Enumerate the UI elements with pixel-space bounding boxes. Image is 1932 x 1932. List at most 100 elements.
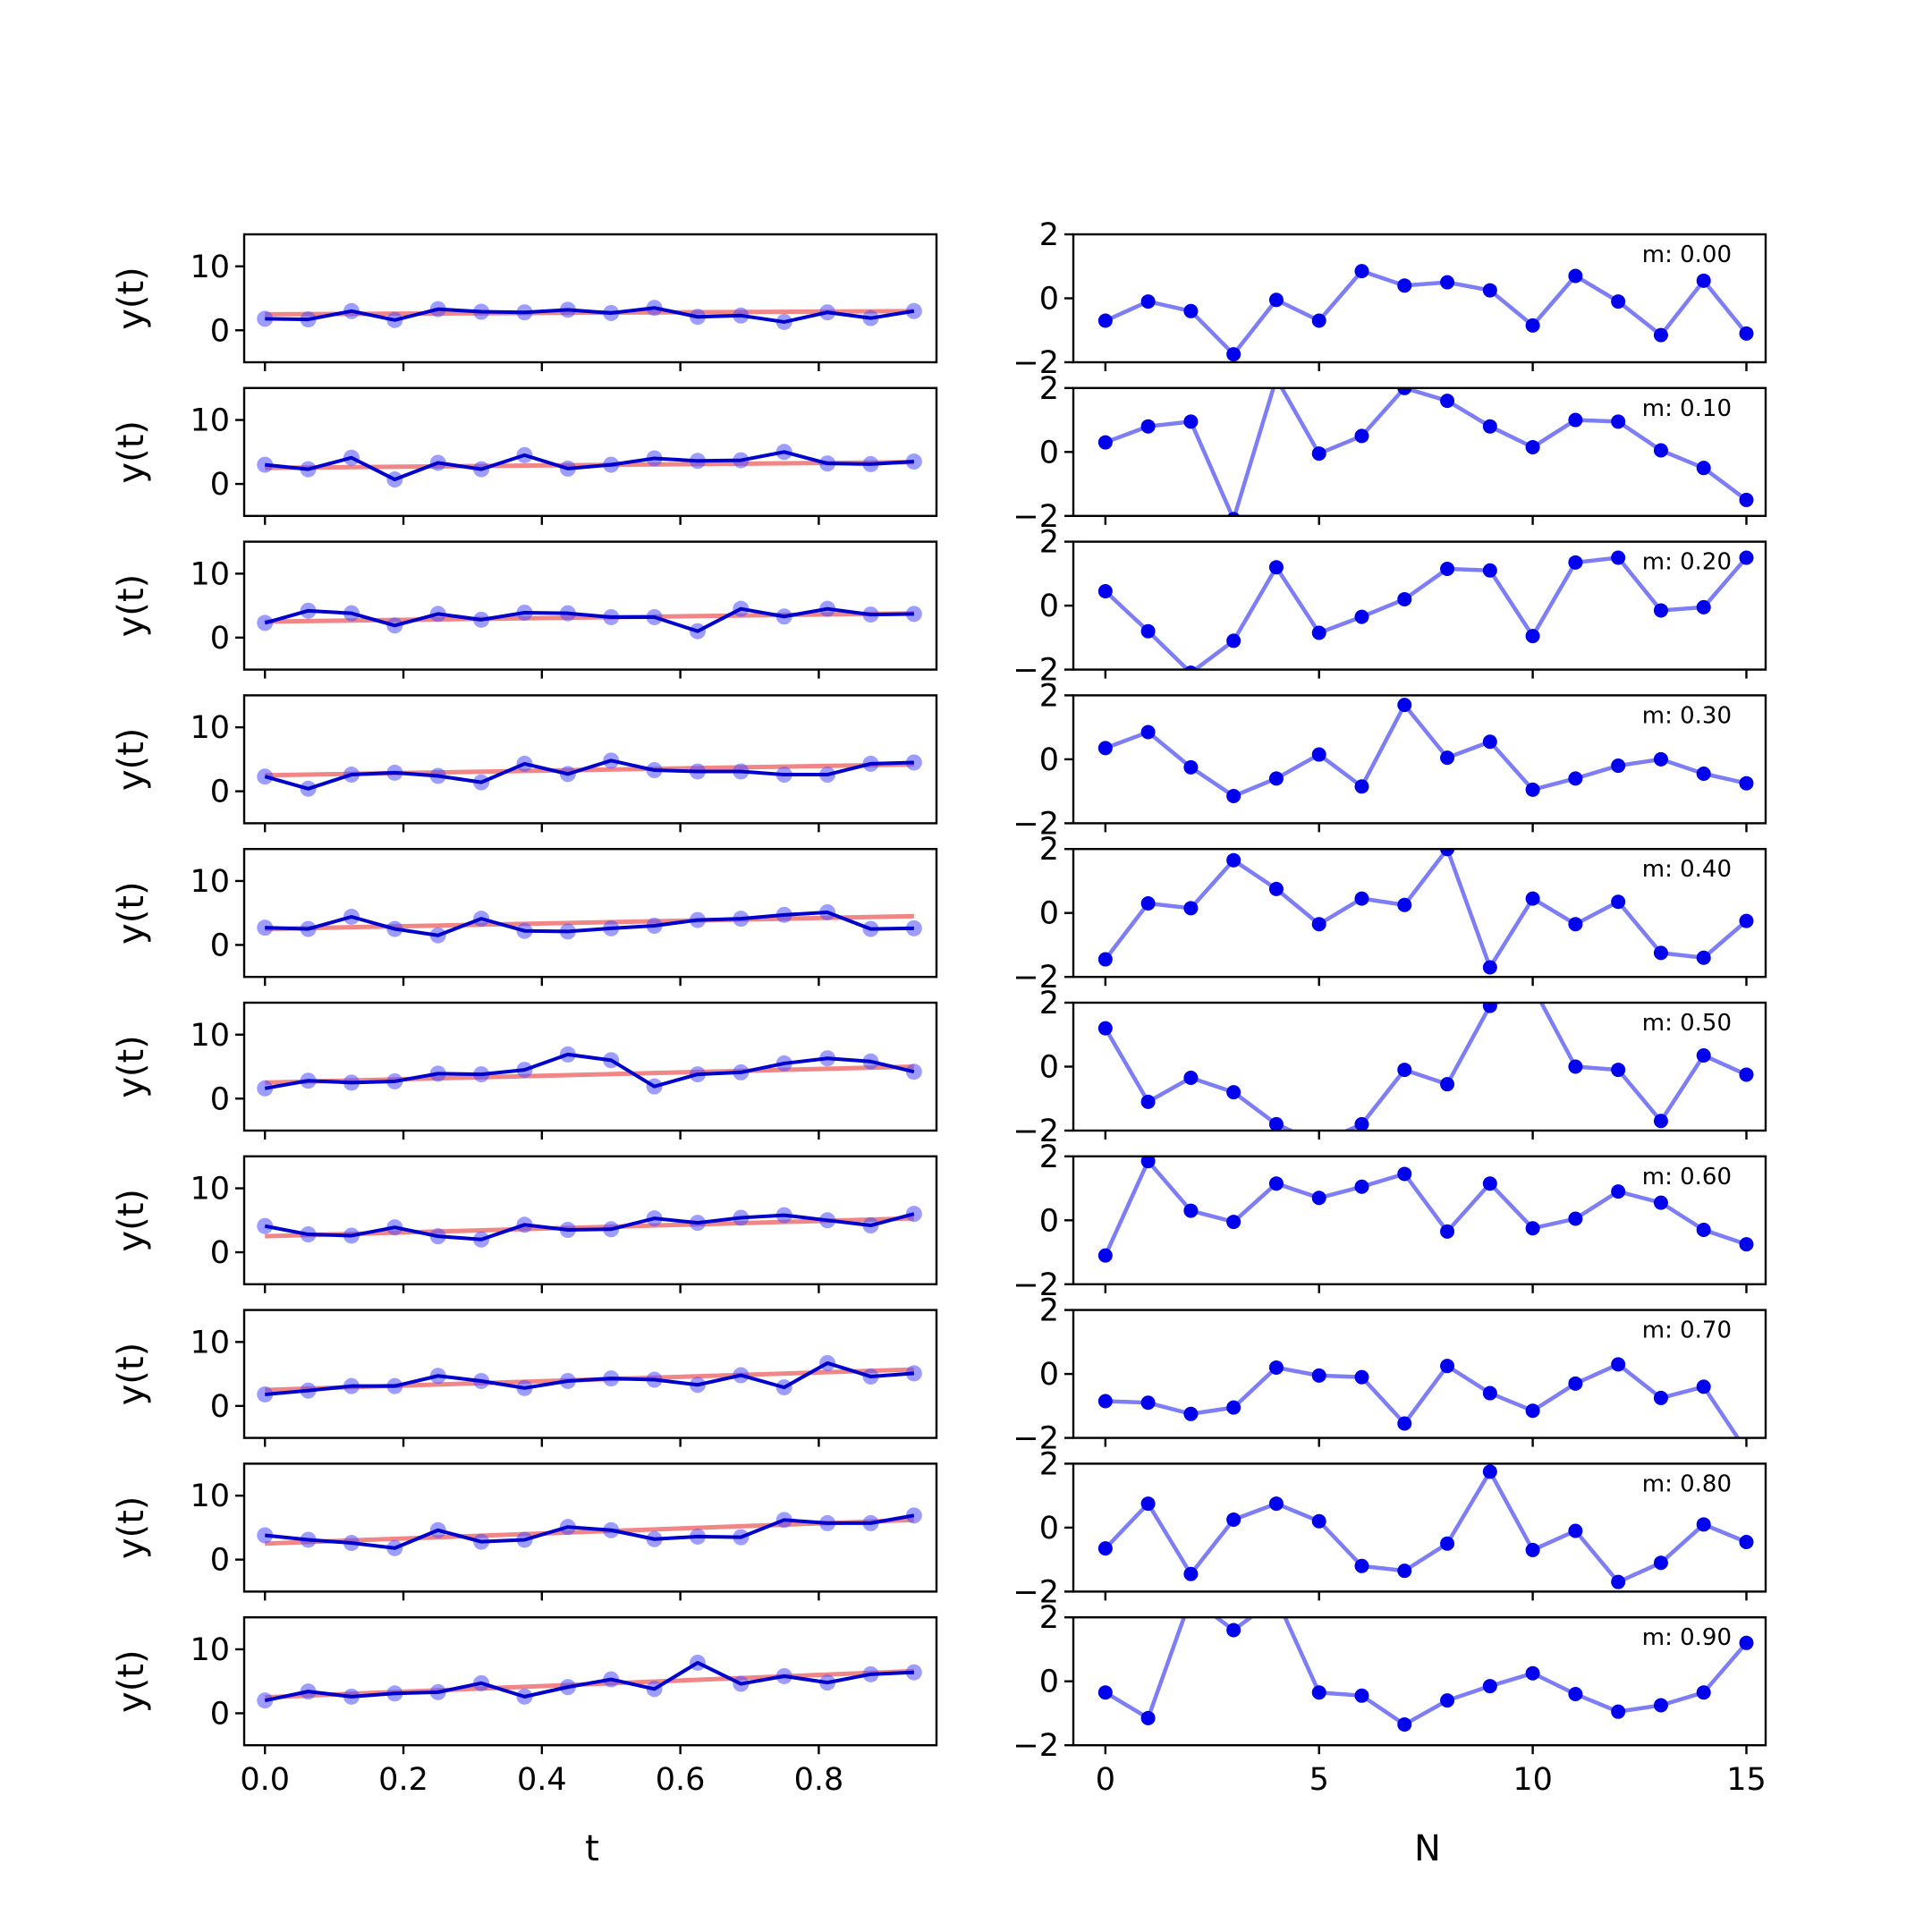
y-tick-label: 10 (190, 1325, 230, 1360)
residual-point (1440, 1359, 1455, 1374)
left-panel-0: 0 10 y(t) (111, 233, 938, 371)
residual-point (1183, 414, 1199, 429)
y-tick-label: 10 (190, 1479, 230, 1514)
residual-point (1268, 560, 1284, 575)
left-panel-3: 0 10 y(t) (111, 694, 938, 833)
residual-point (1140, 1094, 1156, 1109)
y-tick-label: 0 (210, 928, 230, 963)
y-tick-label: 2 (1039, 1140, 1059, 1175)
residual-point (1440, 394, 1455, 409)
residual-point (1354, 1179, 1369, 1194)
residual-point (1568, 771, 1583, 786)
residual-point (1653, 751, 1668, 767)
y-tick-label: 0 (210, 313, 230, 349)
x-tick-label: 0.2 (378, 1762, 428, 1798)
y-tick-label: 0 (1039, 282, 1059, 318)
residual-point (1226, 1085, 1241, 1100)
residual-point (1397, 1416, 1412, 1431)
observed-line (264, 758, 914, 791)
residual-point (1268, 1116, 1284, 1131)
residual-point (1440, 1536, 1455, 1551)
residual-point (1525, 782, 1540, 797)
residual-point (1268, 771, 1284, 786)
residual-point (1653, 1114, 1668, 1129)
residual-point (1611, 894, 1626, 910)
y-tick-label: −2 (1013, 1421, 1059, 1457)
residual-point (1226, 1623, 1241, 1638)
residual-point (1097, 1394, 1113, 1409)
left-panel-6: 0 10 y(t) (111, 1155, 938, 1293)
axes-frame (242, 1615, 938, 1747)
residual-point (1097, 435, 1113, 450)
residual-point (1653, 443, 1668, 458)
residual-point (1568, 1059, 1583, 1074)
residual-point (1440, 561, 1455, 576)
panel-annotation: m: 0.50 (1642, 1010, 1732, 1037)
residual-point (1525, 891, 1540, 906)
y-tick-label: 2 (1039, 986, 1059, 1021)
residual-point (1696, 950, 1711, 965)
residual-point (1311, 1513, 1326, 1529)
residual-point (1226, 789, 1241, 804)
y-tick-label: 10 (190, 250, 230, 285)
y-tick-label: 10 (190, 1632, 230, 1668)
y-tick-label: −2 (1013, 806, 1059, 842)
y-tick-label: −2 (1013, 499, 1059, 535)
trend-line (265, 1517, 914, 1546)
y-tick-label: 0 (1039, 589, 1059, 624)
residual-point (1097, 1541, 1113, 1556)
residual-point (1311, 917, 1326, 932)
panel-annotation: m: 0.10 (1642, 395, 1732, 422)
residual-point (1653, 1390, 1668, 1405)
residual-point (1739, 1237, 1754, 1252)
panel-annotation: m: 0.80 (1642, 1470, 1732, 1497)
residual-point (1739, 1635, 1754, 1650)
y-tick-label: 0 (210, 1235, 230, 1271)
x-tick-label: 5 (1309, 1762, 1329, 1798)
residual-point (1226, 347, 1241, 362)
residual-line (1105, 702, 1747, 799)
residual-point (1696, 1379, 1711, 1394)
residual-point (1354, 264, 1369, 279)
y-tick-label: 2 (1039, 217, 1059, 253)
residual-point (1568, 1687, 1583, 1701)
residual-point (1696, 766, 1711, 781)
observed-line (264, 1660, 914, 1703)
axes-frame (242, 694, 938, 825)
residual-point (1140, 895, 1156, 911)
residual-point (1183, 759, 1199, 775)
residual-point (1097, 952, 1113, 967)
residual-line (1104, 268, 1749, 357)
residual-line (1103, 1158, 1748, 1257)
residual-point (1226, 1400, 1241, 1415)
residual-point (1568, 1211, 1583, 1226)
residual-point (1097, 1021, 1113, 1036)
trend-line (265, 1064, 914, 1085)
x-tick-label: 0.6 (656, 1762, 706, 1798)
y-axis-label: y(t) (111, 420, 152, 484)
y-tick-label: 10 (190, 556, 230, 592)
y-axis-label: y(t) (111, 881, 152, 945)
residual-point (1568, 1523, 1583, 1538)
y-tick-label: −2 (1013, 1574, 1059, 1610)
residual-point (1696, 1223, 1711, 1238)
y-tick-label: 2 (1039, 832, 1059, 868)
residual-point (1611, 550, 1626, 565)
residual-point (1183, 303, 1199, 318)
residual-point (1568, 917, 1583, 932)
residual-point (1739, 492, 1754, 507)
right-panels: −2 0 2 m: 0.00 −2 0 2 m: 0.10 −2 0 2 m: 0.20 −2 0 2 m: … (1013, 217, 1767, 1798)
panel-annotation: m: 0.70 (1642, 1318, 1732, 1344)
residual-point (1354, 1369, 1369, 1385)
residual-point (1097, 313, 1113, 328)
residual-point (1268, 1496, 1284, 1512)
residual-point (1482, 1679, 1497, 1694)
y-tick-label: 0 (1039, 1357, 1059, 1393)
y-tick-label: 10 (190, 710, 230, 746)
y-tick-label: 0 (210, 1389, 230, 1425)
residual-point (1397, 1063, 1412, 1078)
residual-point (1440, 849, 1455, 857)
residual-point (1611, 1704, 1626, 1719)
residual-point (1226, 1215, 1241, 1230)
